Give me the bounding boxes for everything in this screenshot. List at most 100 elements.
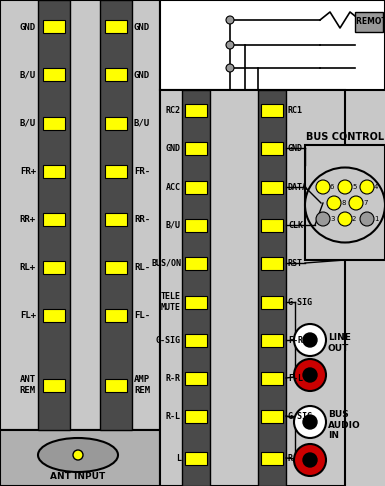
Bar [182, 90, 210, 486]
Circle shape [73, 450, 83, 460]
Text: RL-: RL- [134, 262, 150, 272]
Bar [105, 309, 127, 322]
Circle shape [226, 64, 234, 72]
Bar [105, 212, 127, 226]
Bar [185, 141, 207, 155]
Text: 8: 8 [341, 200, 345, 206]
Bar [185, 104, 207, 117]
Text: FL+: FL+ [20, 311, 36, 319]
Bar [305, 145, 385, 260]
Ellipse shape [38, 438, 118, 472]
Text: ANT
REM: ANT REM [20, 375, 36, 395]
Bar [355, 12, 383, 32]
Circle shape [360, 180, 374, 194]
Bar [43, 69, 65, 82]
Text: DATA: DATA [288, 183, 308, 191]
Circle shape [316, 212, 330, 226]
Text: RST: RST [288, 259, 303, 267]
Bar [261, 104, 283, 117]
Circle shape [303, 415, 317, 429]
Circle shape [303, 368, 317, 382]
Text: GND: GND [288, 143, 303, 153]
Text: 1: 1 [374, 216, 378, 222]
Bar [185, 410, 207, 422]
Bar [105, 379, 127, 392]
Circle shape [303, 333, 317, 347]
Text: FR+: FR+ [20, 167, 36, 175]
Bar [43, 20, 65, 34]
Text: 2: 2 [352, 216, 357, 222]
Text: R-R: R-R [166, 374, 181, 382]
Text: GND: GND [134, 22, 150, 32]
Text: GND: GND [166, 143, 181, 153]
Circle shape [226, 16, 234, 24]
Circle shape [303, 453, 317, 467]
Text: CLK: CLK [288, 221, 303, 229]
Bar [38, 0, 70, 430]
Text: BUS CONTROL: BUS CONTROL [306, 132, 384, 142]
Circle shape [338, 180, 352, 194]
Circle shape [349, 196, 363, 210]
Circle shape [338, 212, 352, 226]
Circle shape [294, 324, 326, 356]
Text: B/U: B/U [20, 119, 36, 127]
Bar [185, 333, 207, 347]
Bar [43, 164, 65, 177]
Text: G-SIG: G-SIG [156, 335, 181, 345]
Bar [105, 164, 127, 177]
Bar [105, 20, 127, 34]
Circle shape [294, 444, 326, 476]
Text: 6: 6 [330, 184, 335, 190]
Bar [261, 219, 283, 231]
Circle shape [316, 180, 330, 194]
Circle shape [226, 41, 234, 49]
Bar [185, 219, 207, 231]
Text: RC1: RC1 [288, 105, 303, 115]
Bar [261, 295, 283, 309]
Bar [261, 333, 283, 347]
Bar [261, 410, 283, 422]
Bar [43, 117, 65, 129]
Text: FL-: FL- [134, 311, 150, 319]
Text: 5: 5 [352, 184, 357, 190]
Bar [0, 430, 160, 486]
Text: B/U: B/U [20, 70, 36, 80]
Circle shape [294, 406, 326, 438]
Text: RR+: RR+ [20, 214, 36, 224]
Bar [43, 260, 65, 274]
Bar [258, 90, 286, 486]
Text: 3: 3 [330, 216, 335, 222]
Circle shape [294, 359, 326, 391]
Text: 4: 4 [374, 184, 378, 190]
Text: F-R: F-R [288, 335, 303, 345]
Bar [261, 371, 283, 384]
Bar [160, 0, 385, 90]
Bar [261, 180, 283, 193]
Bar [105, 117, 127, 129]
Bar [43, 379, 65, 392]
Text: B/U: B/U [166, 221, 181, 229]
Bar [185, 295, 207, 309]
Bar [185, 180, 207, 193]
Text: B/U: B/U [134, 119, 150, 127]
Bar [0, 0, 160, 430]
Text: BUS/ON: BUS/ON [151, 259, 181, 267]
Text: FR-: FR- [134, 167, 150, 175]
Bar [185, 451, 207, 465]
Circle shape [327, 196, 341, 210]
Ellipse shape [305, 168, 385, 243]
Bar [185, 371, 207, 384]
Bar [261, 257, 283, 270]
Text: RR-: RR- [134, 214, 150, 224]
Text: GND: GND [134, 70, 150, 80]
Text: 7: 7 [363, 200, 368, 206]
Text: RL+: RL+ [20, 262, 36, 272]
Bar [160, 90, 345, 486]
Text: AMP
REM: AMP REM [134, 375, 150, 395]
Text: REMOTE IN: REMOTE IN [356, 17, 385, 27]
Bar [100, 0, 132, 430]
Text: R-L: R-L [166, 412, 181, 420]
Bar [43, 309, 65, 322]
Bar [43, 212, 65, 226]
Bar [105, 69, 127, 82]
